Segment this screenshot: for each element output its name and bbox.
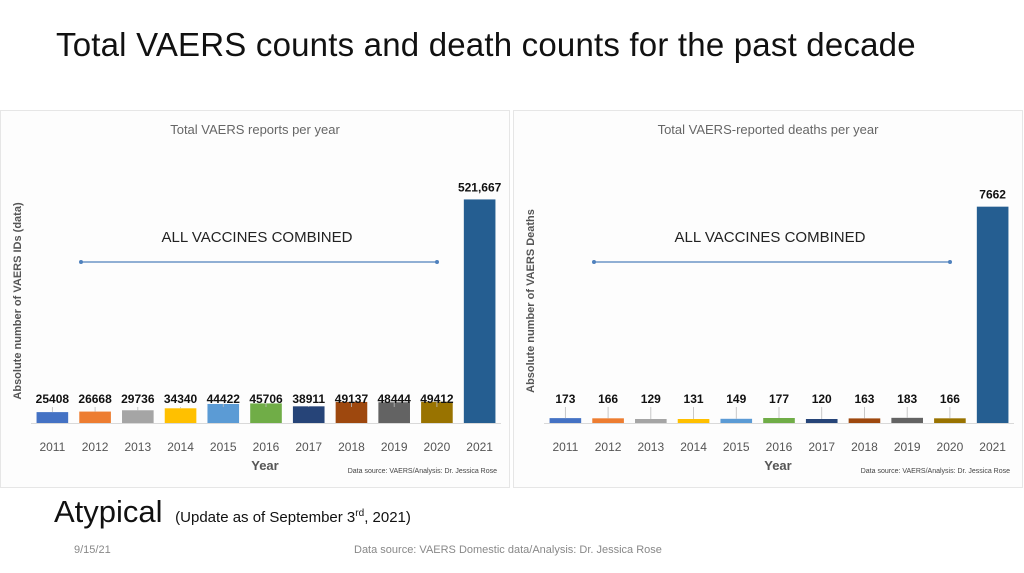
reports-bar-2020 xyxy=(421,401,453,423)
deaths-y-axis-label: Absolute number of VAERS Deaths xyxy=(525,209,537,393)
deaths-bar-2020 xyxy=(934,418,966,423)
atypical-label: Atypical xyxy=(54,494,163,529)
deaths-data-label-2014: 131 xyxy=(684,392,704,406)
reports-chart-source: Data source: VAERS/Analysis: Dr. Jessica… xyxy=(348,468,497,475)
footer-date: 9/15/21 xyxy=(74,544,111,556)
deaths-data-label-2018: 163 xyxy=(854,392,874,406)
update-sup: rd xyxy=(355,508,365,519)
deaths-x-tick-2019: 2019 xyxy=(894,440,921,454)
deaths-annotation-start xyxy=(592,260,596,264)
reports-x-tick-2017: 2017 xyxy=(295,440,322,454)
footer-source: Data source: VAERS Domestic data/Analysi… xyxy=(354,544,662,556)
deaths-bar-2019 xyxy=(891,417,923,423)
deaths-chart-source: Data source: VAERS/Analysis: Dr. Jessica… xyxy=(861,468,1010,475)
reports-data-label-2012: 26668 xyxy=(78,392,112,406)
reports-annotation: ALL VACCINES COMBINED xyxy=(162,229,353,246)
deaths-bar-2015 xyxy=(720,418,753,423)
reports-bar-2017 xyxy=(292,406,325,423)
reports-x-tick-2012: 2012 xyxy=(82,440,109,454)
chart-panel-deaths: Total VAERS-reported deaths per year Abso… xyxy=(513,110,1023,488)
deaths-x-tick-2012: 2012 xyxy=(595,440,622,454)
deaths-x-tick-2015: 2015 xyxy=(723,440,750,454)
deaths-x-tick-2013: 2013 xyxy=(637,440,664,454)
deaths-data-label-2012: 166 xyxy=(598,392,618,406)
deaths-annotation: ALL VACCINES COMBINED xyxy=(675,229,866,246)
reports-annotation-end xyxy=(435,260,439,264)
reports-bar-2021 xyxy=(463,199,496,423)
reports-x-tick-2021: 2021 xyxy=(466,440,493,454)
deaths-x-tick-2011: 2011 xyxy=(552,440,578,454)
reports-data-label-2016: 45706 xyxy=(249,392,283,406)
reports-chart-title: Total VAERS reports per year xyxy=(170,122,340,137)
deaths-x-tick-2018: 2018 xyxy=(851,440,878,454)
reports-x-tick-2011: 2011 xyxy=(39,440,65,454)
update-prefix: (Update as of September 3 xyxy=(175,509,356,526)
reports-x-tick-2020: 2020 xyxy=(424,440,451,454)
deaths-bar-2018 xyxy=(848,418,881,423)
reports-x-tick-2016: 2016 xyxy=(253,440,280,454)
reports-x-axis-label: Year xyxy=(251,458,278,473)
reports-annotation-start xyxy=(79,260,83,264)
deaths-data-label-2017: 120 xyxy=(812,392,832,406)
update-suffix: , 2021) xyxy=(364,509,411,526)
deaths-x-tick-2021: 2021 xyxy=(979,440,1006,454)
reports-x-tick-2019: 2019 xyxy=(381,440,408,454)
reports-bar-2011 xyxy=(36,412,69,423)
reports-data-label-2013: 29736 xyxy=(121,392,155,406)
deaths-x-tick-2017: 2017 xyxy=(808,440,835,454)
deaths-data-label-2020: 166 xyxy=(940,392,960,406)
deaths-bar-2013 xyxy=(635,419,667,423)
reports-x-tick-2013: 2013 xyxy=(124,440,151,454)
reports-data-label-2019: 48444 xyxy=(377,392,411,406)
deaths-data-label-2011: 173 xyxy=(555,392,575,406)
reports-bar-2018 xyxy=(335,401,368,423)
deaths-data-label-2016: 177 xyxy=(769,392,789,406)
reports-bar-2016 xyxy=(250,403,282,423)
deaths-bar-2012 xyxy=(592,418,624,423)
reports-bar-2012 xyxy=(79,411,111,423)
deaths-x-axis-label: Year xyxy=(764,458,791,473)
update-note: (Update as of September 3rd, 2021) xyxy=(175,508,411,526)
slide-title: Total VAERS counts and death counts for … xyxy=(56,26,916,63)
deaths-data-label-2019: 183 xyxy=(897,392,917,406)
reports-data-label-2018: 49137 xyxy=(335,392,369,406)
atypical-heading: Atypical (Update as of September 3rd, 20… xyxy=(54,494,411,530)
deaths-bar-2014 xyxy=(677,419,710,423)
reports-y-axis-label: Absolute number of VAERS IDs (data) xyxy=(12,202,24,400)
deaths-bar-2021 xyxy=(976,206,1009,423)
reports-data-label-2020: 49412 xyxy=(420,392,454,406)
reports-bar-2013 xyxy=(122,410,154,423)
deaths-bar-2016 xyxy=(763,418,795,423)
reports-data-label-2015: 44422 xyxy=(207,392,241,406)
deaths-x-tick-2014: 2014 xyxy=(680,440,707,454)
deaths-data-label-2015: 149 xyxy=(726,392,746,406)
reports-x-tick-2014: 2014 xyxy=(167,440,194,454)
deaths-annotation-end xyxy=(948,260,952,264)
deaths-chart: Total VAERS-reported deaths per year Abso… xyxy=(525,122,1014,475)
reports-bar-2015 xyxy=(207,403,240,423)
reports-data-label-2017: 38911 xyxy=(292,392,325,406)
chart-panel-reports: Total VAERS reports per year Absolute num… xyxy=(0,110,510,488)
deaths-bar-2011 xyxy=(549,418,582,423)
deaths-bar-2017 xyxy=(805,419,838,423)
reports-x-tick-2015: 2015 xyxy=(210,440,237,454)
reports-chart: Total VAERS reports per year Absolute num… xyxy=(12,122,502,475)
deaths-x-tick-2016: 2016 xyxy=(766,440,793,454)
reports-data-label-2021: 521,667 xyxy=(458,180,502,194)
reports-bar-2019 xyxy=(378,402,410,423)
deaths-chart-title: Total VAERS-reported deaths per year xyxy=(658,122,880,137)
reports-bar-2014 xyxy=(164,408,197,423)
deaths-x-tick-2020: 2020 xyxy=(937,440,964,454)
deaths-data-label-2021: 7662 xyxy=(979,188,1006,202)
deaths-data-label-2013: 129 xyxy=(641,392,661,406)
reports-x-tick-2018: 2018 xyxy=(338,440,365,454)
reports-data-label-2014: 34340 xyxy=(164,392,198,406)
reports-data-label-2011: 25408 xyxy=(36,392,70,406)
